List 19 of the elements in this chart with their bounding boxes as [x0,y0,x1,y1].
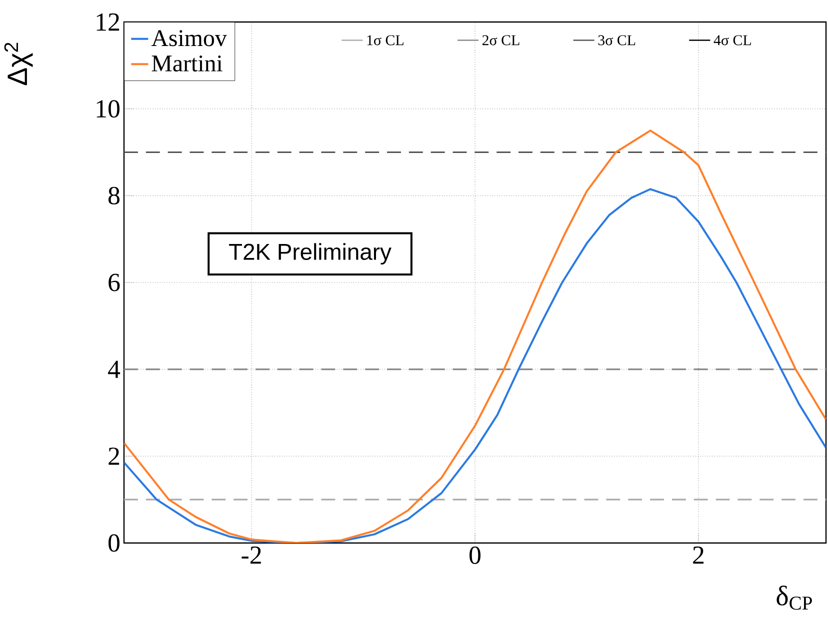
annotation: 4σ CL [714,35,751,46]
y-tick-label: 4 [108,360,120,378]
y-tick-label: 8 [108,186,120,204]
legend-label: 3σ CL [598,35,636,46]
y-tick-label: 6 [108,274,120,292]
y-tick-label: 12 [96,13,120,31]
y-tick-label: 10 [96,100,120,118]
annotation: T2K Preliminary [229,243,392,265]
x-tick-label: 0 [470,546,480,564]
y-tick-label: 2 [108,448,120,465]
legend-label: 2σ CL [482,35,520,46]
y-axis-title: Δχ$^{2}$ [4,42,33,86]
legend-label: 1σ CL [367,35,404,46]
x-axis-title: δ$_{CP}$ [776,586,812,610]
x-tick-label: 2 [693,546,704,564]
y-tick-label: 0 [108,534,120,552]
legend-label: Martini [152,55,222,72]
x-tick-label: -2 [242,546,261,564]
legend-label: Asimov [151,30,227,46]
